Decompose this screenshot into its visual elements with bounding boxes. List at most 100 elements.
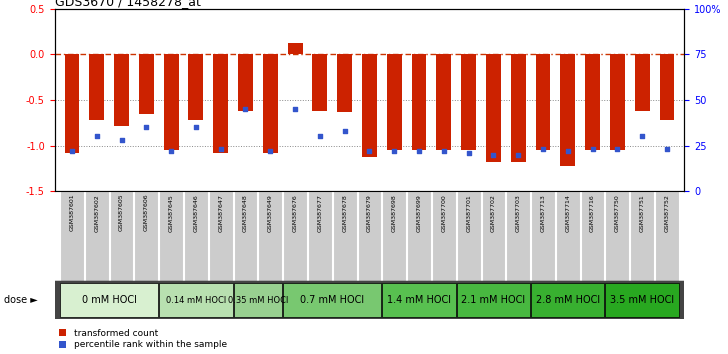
Text: GSM387751: GSM387751 bbox=[640, 194, 645, 232]
Bar bbox=[556, 191, 579, 281]
Bar bbox=[60, 283, 158, 317]
Bar bbox=[660, 55, 674, 120]
Bar bbox=[585, 55, 600, 150]
Bar bbox=[486, 55, 501, 162]
Point bbox=[141, 125, 152, 130]
Text: GSM387605: GSM387605 bbox=[119, 194, 124, 232]
Bar bbox=[606, 283, 679, 317]
Point bbox=[513, 152, 524, 158]
Text: GSM387752: GSM387752 bbox=[665, 194, 670, 232]
Text: 2.1 mM HOCl: 2.1 mM HOCl bbox=[462, 295, 526, 305]
Bar bbox=[581, 191, 604, 281]
Bar bbox=[288, 44, 303, 55]
Text: GSM387602: GSM387602 bbox=[94, 194, 99, 232]
Bar bbox=[283, 283, 381, 317]
Text: GSM387679: GSM387679 bbox=[367, 194, 372, 232]
Bar bbox=[312, 55, 328, 111]
Bar bbox=[164, 55, 178, 150]
Text: GSM387699: GSM387699 bbox=[416, 194, 422, 232]
Bar bbox=[531, 191, 555, 281]
Legend: transformed count, percentile rank within the sample: transformed count, percentile rank withi… bbox=[59, 329, 226, 349]
Text: GSM387716: GSM387716 bbox=[590, 194, 595, 232]
Bar bbox=[135, 191, 158, 281]
Text: GSM387701: GSM387701 bbox=[466, 194, 471, 232]
Text: GSM387648: GSM387648 bbox=[243, 194, 248, 232]
Bar bbox=[263, 55, 277, 153]
Point bbox=[537, 147, 549, 152]
Text: GSM387703: GSM387703 bbox=[515, 194, 521, 232]
Text: 0 mM HOCl: 0 mM HOCl bbox=[82, 295, 137, 305]
Point bbox=[414, 148, 425, 154]
Point bbox=[190, 125, 202, 130]
Bar bbox=[511, 55, 526, 162]
Point bbox=[240, 106, 251, 112]
Bar bbox=[258, 191, 282, 281]
Bar bbox=[159, 283, 233, 317]
Point bbox=[339, 128, 350, 134]
Bar bbox=[189, 55, 203, 120]
Bar bbox=[462, 55, 476, 150]
Point bbox=[165, 148, 177, 154]
Bar bbox=[238, 55, 253, 111]
Bar bbox=[456, 191, 480, 281]
Bar bbox=[382, 191, 406, 281]
Point bbox=[587, 147, 598, 152]
Text: GSM387649: GSM387649 bbox=[268, 194, 273, 232]
Text: GSM387713: GSM387713 bbox=[540, 194, 545, 232]
Bar bbox=[234, 191, 258, 281]
Bar bbox=[407, 191, 431, 281]
Bar bbox=[610, 55, 625, 150]
Bar bbox=[65, 55, 79, 153]
Bar bbox=[114, 55, 129, 126]
Text: 1.4 mM HOCl: 1.4 mM HOCl bbox=[387, 295, 451, 305]
Text: GSM387700: GSM387700 bbox=[441, 194, 446, 232]
Bar bbox=[606, 191, 629, 281]
Point bbox=[289, 106, 301, 112]
Bar bbox=[85, 191, 108, 281]
Bar bbox=[481, 191, 505, 281]
Text: 0.14 mM HOCl: 0.14 mM HOCl bbox=[166, 296, 226, 304]
Bar bbox=[382, 283, 456, 317]
Text: GSM387601: GSM387601 bbox=[69, 194, 74, 232]
Text: GSM387702: GSM387702 bbox=[491, 194, 496, 232]
Bar bbox=[357, 191, 381, 281]
Point bbox=[612, 147, 623, 152]
Bar bbox=[362, 55, 377, 156]
Text: 0.7 mM HOCl: 0.7 mM HOCl bbox=[300, 295, 364, 305]
Bar bbox=[139, 55, 154, 114]
Text: 3.5 mM HOCl: 3.5 mM HOCl bbox=[610, 295, 674, 305]
Text: GSM387678: GSM387678 bbox=[342, 194, 347, 232]
Point bbox=[488, 152, 499, 158]
Point bbox=[438, 148, 450, 154]
Point bbox=[91, 134, 103, 139]
Text: GSM387645: GSM387645 bbox=[169, 194, 173, 232]
Bar bbox=[655, 191, 679, 281]
Bar bbox=[234, 283, 282, 317]
Text: GSM387698: GSM387698 bbox=[392, 194, 397, 232]
Text: dose ►: dose ► bbox=[4, 295, 37, 305]
Text: GSM387750: GSM387750 bbox=[615, 194, 620, 232]
Point bbox=[562, 148, 574, 154]
Bar bbox=[90, 55, 104, 120]
Point bbox=[314, 134, 325, 139]
Bar bbox=[337, 55, 352, 112]
Point bbox=[66, 148, 78, 154]
Point bbox=[215, 147, 226, 152]
Bar bbox=[184, 191, 207, 281]
Bar bbox=[333, 191, 357, 281]
Bar bbox=[308, 191, 332, 281]
Text: GSM387714: GSM387714 bbox=[566, 194, 570, 232]
Bar bbox=[456, 283, 530, 317]
Text: GDS3670 / 1458278_at: GDS3670 / 1458278_at bbox=[55, 0, 200, 8]
Bar bbox=[630, 191, 654, 281]
Bar bbox=[635, 55, 649, 111]
Point bbox=[363, 148, 376, 154]
Bar bbox=[110, 191, 133, 281]
Bar bbox=[159, 191, 183, 281]
Point bbox=[389, 148, 400, 154]
Text: 0.35 mM HOCl: 0.35 mM HOCl bbox=[228, 296, 288, 304]
Bar bbox=[561, 55, 575, 166]
Point bbox=[636, 134, 648, 139]
Point bbox=[661, 147, 673, 152]
Text: GSM387606: GSM387606 bbox=[144, 194, 149, 232]
